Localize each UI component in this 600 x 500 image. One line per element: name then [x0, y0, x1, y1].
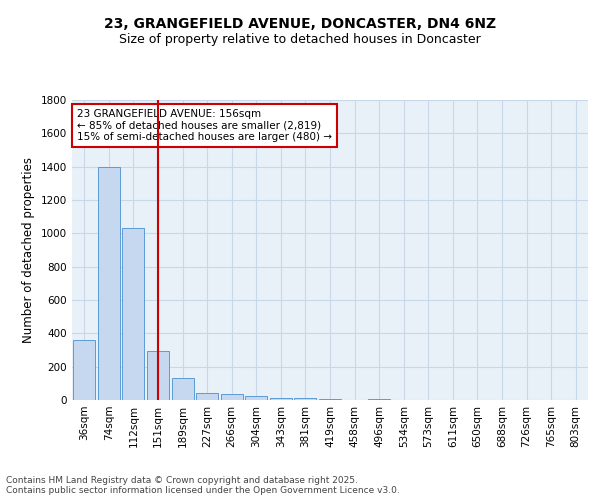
Bar: [147, 351, 169, 400]
Bar: [73, 340, 95, 400]
Bar: [221, 394, 243, 400]
Bar: [196, 394, 218, 400]
Bar: [368, 398, 390, 400]
Bar: [172, 378, 194, 400]
Y-axis label: Number of detached properties: Number of detached properties: [22, 157, 35, 343]
Bar: [270, 398, 292, 400]
Bar: [122, 228, 145, 400]
Bar: [295, 398, 316, 400]
Text: 23, GRANGEFIELD AVENUE, DONCASTER, DN4 6NZ: 23, GRANGEFIELD AVENUE, DONCASTER, DN4 6…: [104, 18, 496, 32]
Bar: [98, 166, 120, 400]
Text: 23 GRANGEFIELD AVENUE: 156sqm
← 85% of detached houses are smaller (2,819)
15% o: 23 GRANGEFIELD AVENUE: 156sqm ← 85% of d…: [77, 109, 332, 142]
Bar: [245, 396, 268, 400]
Text: Contains HM Land Registry data © Crown copyright and database right 2025.
Contai: Contains HM Land Registry data © Crown c…: [6, 476, 400, 495]
Text: Size of property relative to detached houses in Doncaster: Size of property relative to detached ho…: [119, 32, 481, 46]
Bar: [319, 399, 341, 400]
